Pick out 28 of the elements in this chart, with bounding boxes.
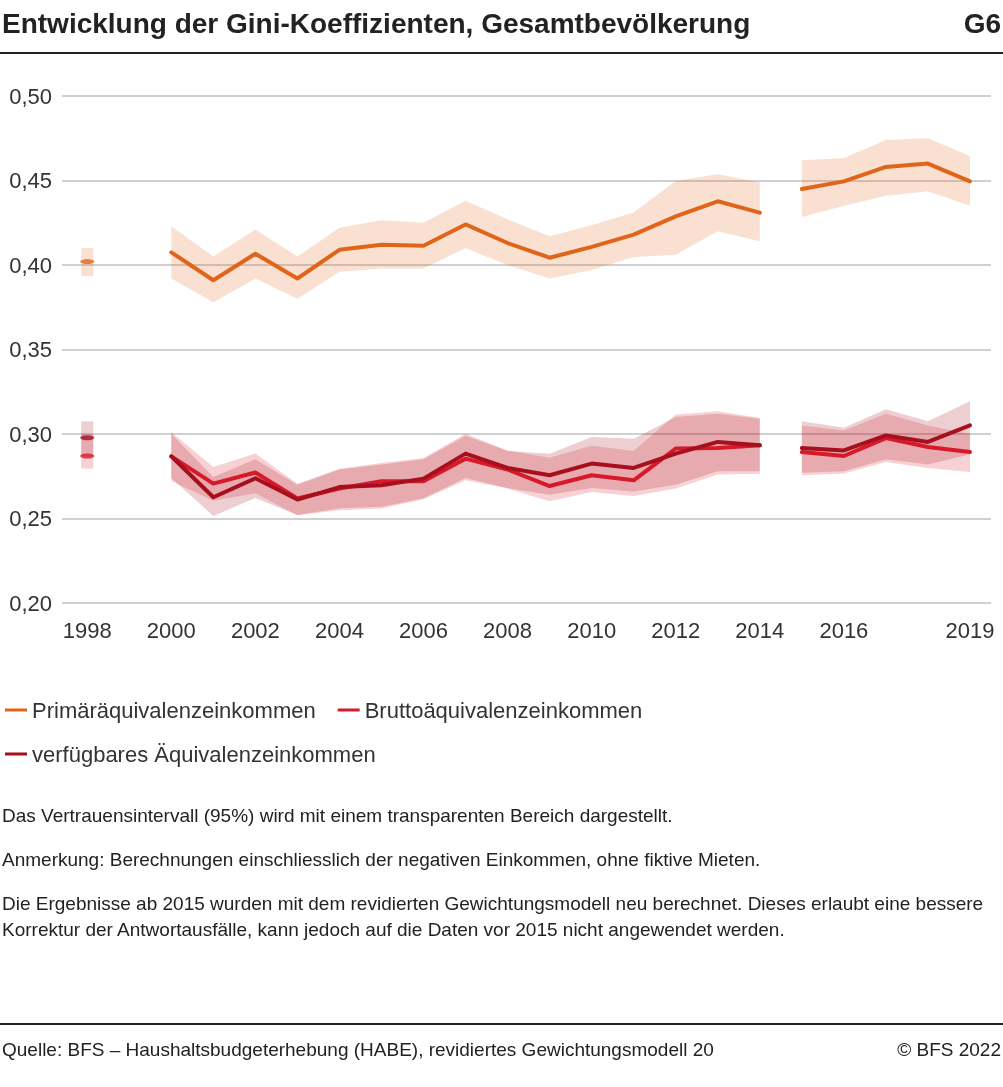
y-tick-label: 0,25	[9, 506, 52, 531]
x-tick-label: 2010	[567, 617, 617, 643]
y-tick-label: 0,45	[9, 168, 52, 193]
x-tick-label: 2000	[146, 617, 196, 643]
x-tick-label: 2006	[399, 617, 448, 643]
y-tick-label: 0,35	[9, 337, 52, 362]
y-tick-label: 0,20	[9, 590, 52, 616]
y-tick-label: 0,30	[9, 421, 52, 447]
chart-title: Entwicklung der Gini-Koeffizienten, Gesamtbevölkerung	[2, 8, 751, 41]
y-tick-label: 0,40	[9, 252, 52, 278]
text: Anmerkung: Berechnungen einschliesslich der negativen Einkommen, ohne fiktive Mieten.	[2, 848, 762, 872]
legend-label: Primäräquivalenzeinkommen	[32, 697, 316, 723]
x-tick-label: 2012	[651, 617, 701, 643]
x-tick-label: 1998	[62, 617, 112, 643]
text: © BFS 2022	[897, 1039, 1001, 1061]
y-tick-label: 0,50	[9, 83, 52, 109]
x-tick-label: 2004	[314, 617, 364, 643]
text: Das Vertrauensintervall (95%) wird mit einem transparenten Bereich dargestellt.	[2, 804, 674, 828]
x-tick-label: 2002	[230, 617, 280, 643]
x-tick-label: 2019	[945, 617, 995, 643]
legend-label: Bruttoäquivalenzeinkommen	[364, 697, 643, 723]
legend-label: verfügbares Äquivalenzeinkommen	[32, 741, 376, 767]
text: Die Ergebnisse ab 2015 wurden mit dem revidierten Gewichtungsmodell neu berechnet. Dieses erlaubt eine bessere Korrektur der Antwortausfälle, kann jedoch auf die Daten vor 2015 nicht angewendet werden.	[2, 892, 985, 942]
x-tick-label: 2008	[483, 617, 533, 643]
chart-subtitle: G6	[963, 8, 1001, 41]
source-note: Quelle: BFS – Haushaltsbudgeterhebung (HABE), revidiertes Gewichtungsmodell 20	[2, 1039, 714, 1061]
x-tick-label: 2016	[819, 617, 869, 643]
x-tick-label: 2014	[735, 617, 785, 643]
